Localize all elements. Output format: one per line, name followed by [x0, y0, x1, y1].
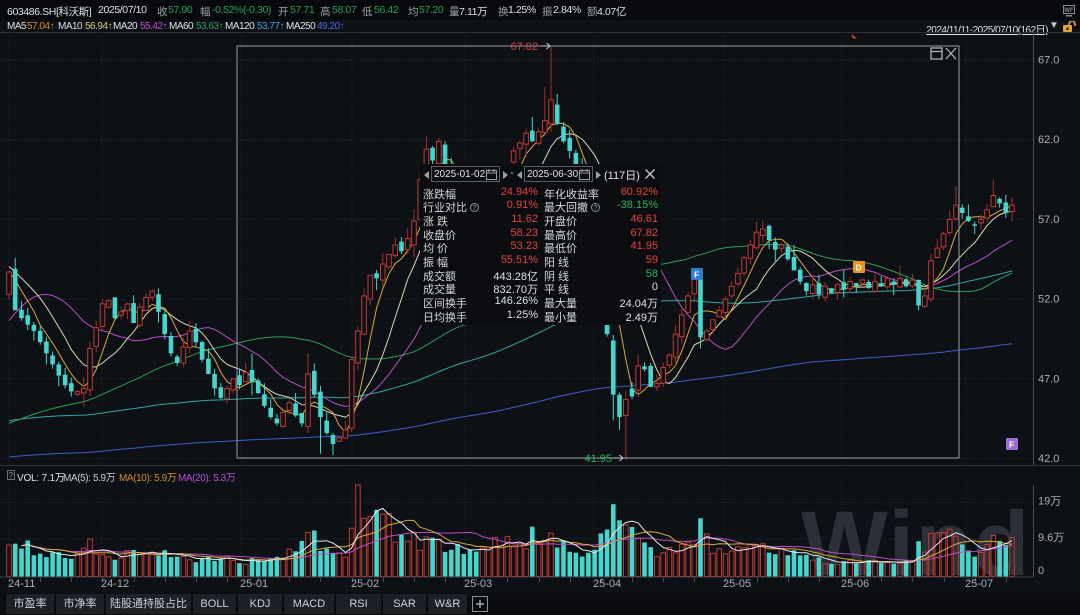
- svg-text:57.0: 57.0: [1038, 214, 1059, 226]
- svg-text:62.0: 62.0: [1038, 134, 1059, 146]
- svg-text:42.0: 42.0: [1038, 453, 1059, 465]
- svg-text:WF: WF: [1064, 8, 1074, 14]
- svg-text:52.0: 52.0: [1038, 294, 1059, 306]
- svg-text:F: F: [1009, 440, 1014, 450]
- svg-text:D: D: [856, 263, 862, 273]
- svg-text:0: 0: [1038, 565, 1044, 577]
- svg-text:9.6万: 9.6万: [1038, 532, 1064, 544]
- svg-text:41.95: 41.95: [584, 453, 612, 465]
- svg-text:47.0: 47.0: [1038, 373, 1059, 385]
- svg-text:67.0: 67.0: [1038, 55, 1059, 67]
- svg-text:19万: 19万: [1038, 496, 1061, 508]
- svg-text:F: F: [694, 270, 699, 280]
- svg-text:67.02: 67.02: [510, 41, 538, 53]
